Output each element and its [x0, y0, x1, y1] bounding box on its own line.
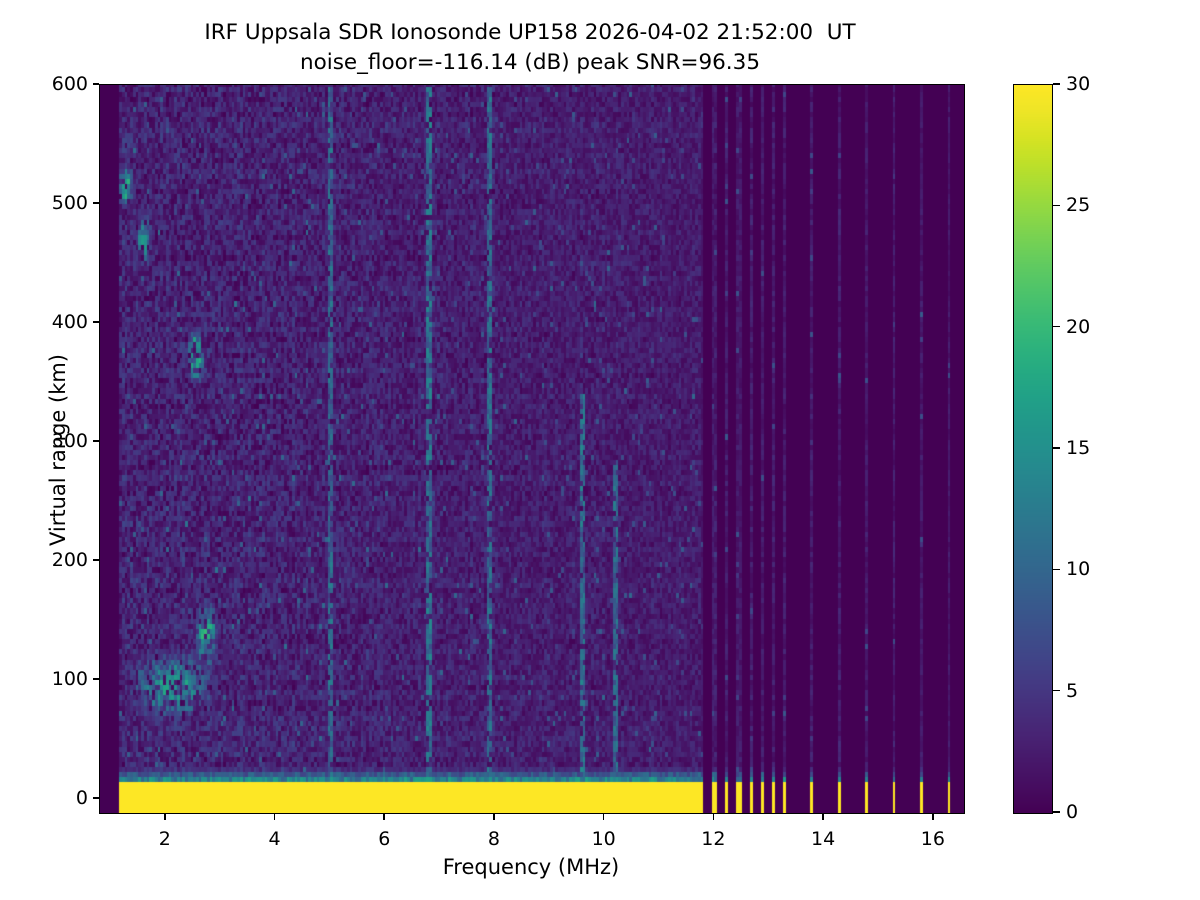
y-tick-mark — [92, 321, 99, 323]
colorbar-tick-mark — [1053, 83, 1060, 85]
colorbar-tick-mark — [1053, 325, 1060, 328]
x-tick-mark — [383, 813, 386, 820]
ionogram-heatmap — [100, 85, 964, 813]
x-tick-label: 16 — [920, 828, 945, 850]
y-tick-mark — [92, 796, 99, 799]
colorbar-tick-mark — [1053, 204, 1060, 207]
y-tick-label: 600 — [51, 73, 88, 95]
x-tick-mark — [932, 813, 934, 820]
x-tick-mark — [712, 813, 715, 820]
x-tick-label: 2 — [158, 828, 171, 850]
colorbar-tick-label: 20 — [1066, 315, 1091, 338]
title-line-1: IRF Uppsala SDR Ionosonde UP158 2026-04-… — [204, 20, 856, 45]
y-tick-mark — [92, 202, 99, 204]
x-tick-mark — [602, 813, 605, 820]
y-tick-label: 400 — [51, 310, 88, 333]
x-tick-mark — [822, 813, 824, 820]
x-tick-label: 4 — [268, 828, 281, 850]
x-axis-label: Frequency (MHz) — [442, 855, 620, 879]
y-axis-label: Virtual range (km) — [46, 353, 70, 547]
y-tick-label: 100 — [51, 667, 88, 690]
y-tick-mark — [92, 559, 99, 561]
x-tick-label: 8 — [487, 828, 501, 850]
x-tick-label: 6 — [378, 828, 391, 850]
colorbar-tick-mark — [1053, 568, 1060, 571]
colorbar-gradient — [1014, 85, 1052, 813]
ionogram-plot-area — [99, 84, 965, 814]
x-tick-mark — [493, 813, 495, 820]
colorbar-tick-label: 30 — [1066, 73, 1091, 95]
x-tick-mark — [164, 813, 166, 820]
figure-title: IRF Uppsala SDR Ionosonde UP158 2026-04-… — [0, 18, 1060, 78]
x-tick-label: 14 — [811, 828, 836, 850]
colorbar — [1013, 84, 1053, 814]
colorbar-tick-label: 5 — [1066, 679, 1079, 702]
y-tick-mark — [92, 83, 99, 85]
colorbar-tick-label: 25 — [1066, 194, 1091, 217]
y-tick-label: 0 — [75, 786, 88, 809]
colorbar-tick-mark — [1053, 689, 1060, 692]
colorbar-tick-label: 10 — [1066, 558, 1091, 581]
x-tick-label: 12 — [701, 828, 726, 850]
colorbar-tick-label: 15 — [1066, 437, 1091, 459]
y-tick-label: 500 — [51, 191, 88, 214]
title-line-2: noise_floor=-116.14 (dB) peak SNR=96.35 — [299, 50, 761, 75]
y-tick-mark — [92, 677, 99, 680]
x-tick-mark — [273, 813, 276, 820]
y-tick-label: 300 — [51, 429, 88, 452]
y-tick-mark — [92, 440, 99, 442]
y-tick-label: 200 — [51, 548, 88, 571]
colorbar-tick-mark — [1053, 447, 1060, 449]
colorbar-tick-label: 0 — [1066, 801, 1079, 823]
colorbar-tick-mark — [1053, 811, 1060, 813]
x-tick-label: 10 — [591, 828, 616, 850]
